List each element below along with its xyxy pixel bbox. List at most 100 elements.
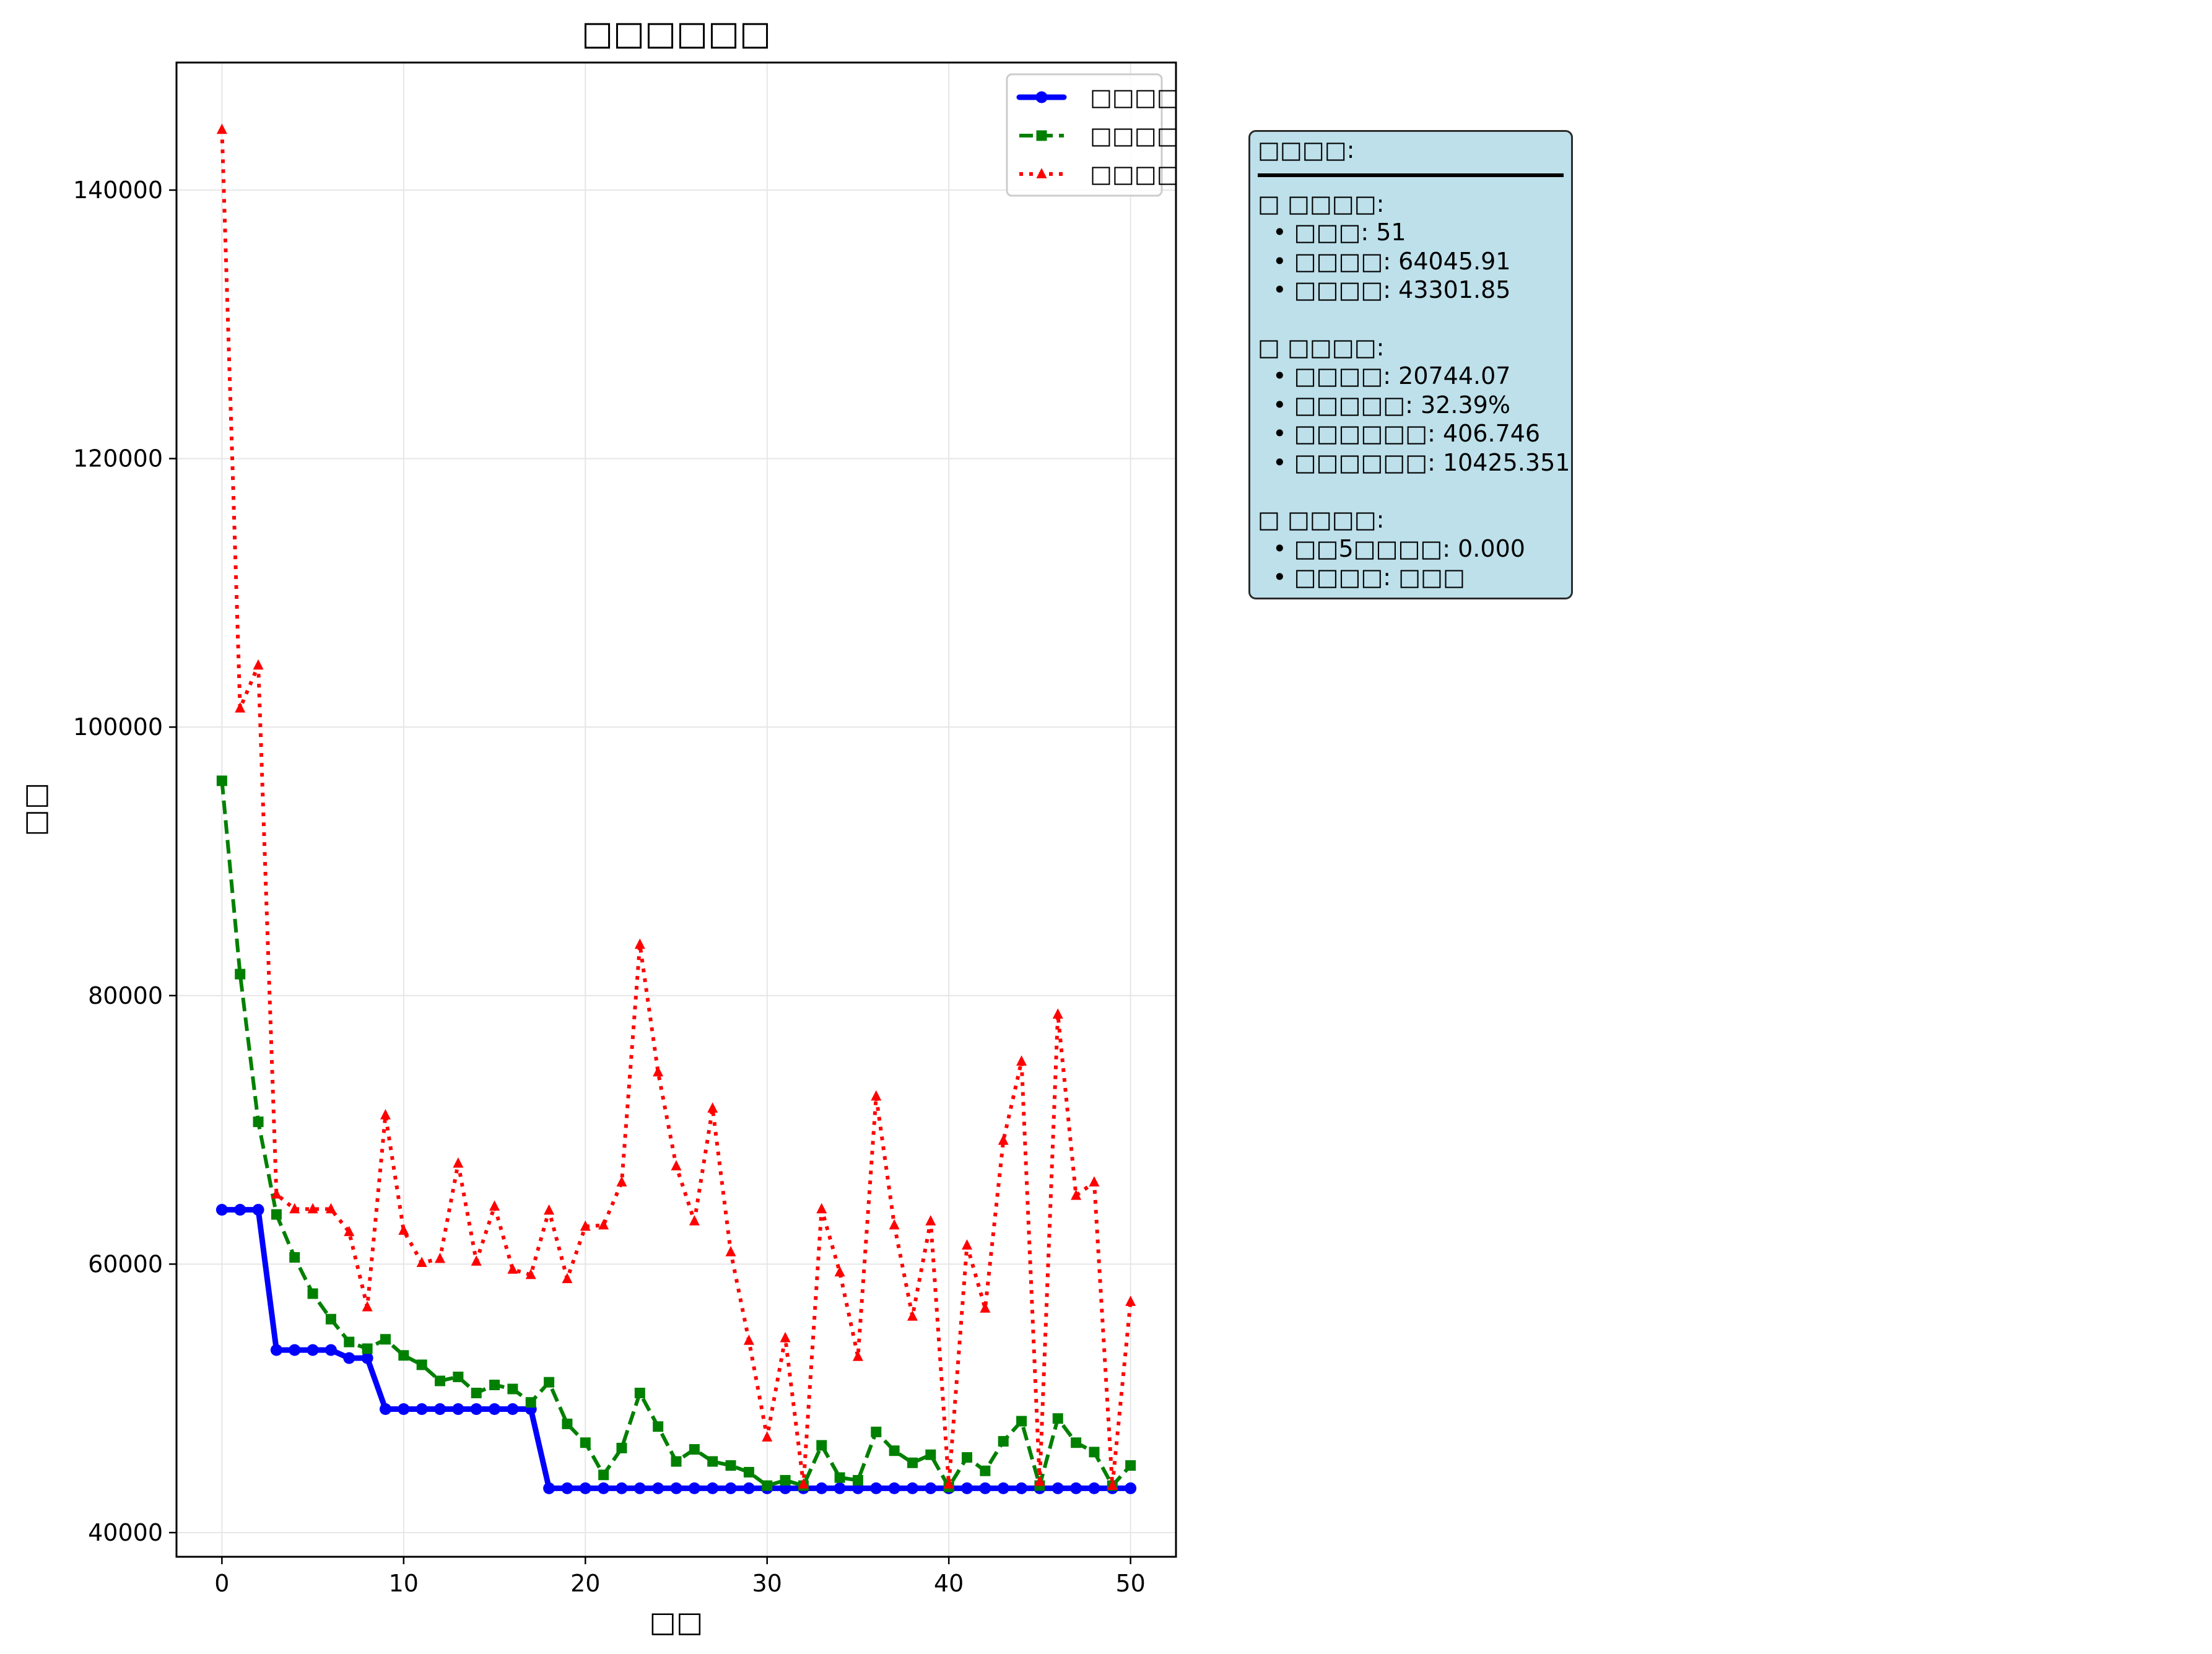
info-title: □□□□:: [1258, 136, 1355, 163]
data-point: [471, 1388, 482, 1399]
data-point: [816, 1482, 828, 1494]
data-point: [435, 1375, 446, 1386]
data-point: [1016, 1416, 1027, 1427]
stats-info-box: □□□□: □ □□□□: • □□□: 51 • □□□□: 64045.91…: [1248, 130, 1573, 599]
data-point: [871, 1426, 882, 1437]
data-point: [707, 1102, 718, 1113]
data-point: [325, 1203, 336, 1214]
data-point: [652, 1482, 664, 1494]
data-point: [307, 1344, 319, 1356]
data-point: [1035, 91, 1048, 103]
data-point: [816, 1203, 827, 1214]
data-point: [671, 1456, 682, 1467]
data-point: [670, 1482, 682, 1494]
data-point: [361, 1352, 373, 1364]
data-point: [489, 1403, 501, 1416]
data-point: [234, 1204, 246, 1216]
info-item: • □□5□□□□: 0.000: [1258, 534, 1525, 562]
legend-frame: [1006, 73, 1163, 197]
data-point: [289, 1344, 301, 1356]
data-point: [653, 1421, 664, 1432]
data-point: [816, 1440, 827, 1451]
data-point: [1052, 1482, 1064, 1494]
data-point: [997, 1482, 1009, 1494]
grid: [176, 63, 1176, 1557]
data-point: [507, 1263, 518, 1274]
series-group: [216, 123, 1137, 1494]
data-point: [634, 1482, 646, 1494]
x-tick-label: 50: [1115, 1570, 1145, 1597]
data-point: [507, 1383, 518, 1395]
data-point: [888, 1482, 900, 1494]
data-point: [525, 1268, 536, 1279]
y-axis-label: □□: [18, 783, 51, 837]
chart-title: □□□□□□: [581, 14, 771, 53]
data-point: [834, 1472, 845, 1483]
info-item: • □□□□: □□□: [1258, 564, 1465, 591]
data-point: [562, 1273, 573, 1284]
data-point: [544, 1377, 555, 1388]
info-item: • □□□□: 20744.07: [1258, 362, 1511, 390]
x-axis-label: □□: [650, 1605, 703, 1639]
data-point: [362, 1343, 373, 1354]
data-point: [925, 1215, 936, 1225]
data-point: [980, 1302, 991, 1313]
data-point: [707, 1482, 719, 1494]
data-point: [616, 1482, 628, 1494]
data-point: [1016, 1055, 1027, 1066]
x-tick-label: 10: [389, 1570, 419, 1597]
data-point: [362, 1300, 373, 1312]
x-tick-label: 30: [752, 1570, 782, 1597]
plot-frame: [175, 61, 1177, 1558]
data-point: [453, 1157, 464, 1168]
data-point: [688, 1482, 700, 1494]
info-section-header: □ □□□□:: [1258, 333, 1385, 361]
data-point: [925, 1449, 936, 1460]
data-point: [544, 1204, 555, 1215]
data-point: [634, 1388, 645, 1399]
data-point: [852, 1474, 863, 1486]
data-point: [253, 1116, 264, 1128]
data-point: [616, 1442, 627, 1453]
data-point: [925, 1482, 937, 1494]
info-section-header: □ □□□□:: [1258, 506, 1385, 533]
data-point: [253, 659, 264, 670]
data-point: [1071, 1437, 1082, 1448]
data-point: [271, 1209, 282, 1220]
info-section-header: □ □□□□:: [1258, 189, 1385, 217]
data-point: [743, 1466, 754, 1478]
data-point: [398, 1224, 409, 1235]
data-point: [889, 1219, 900, 1230]
series-square: [216, 775, 1136, 1492]
series-triangle: [216, 123, 1136, 1490]
data-point: [270, 1344, 282, 1356]
data-point: [307, 1288, 318, 1299]
data-point: [598, 1482, 610, 1494]
data-point: [453, 1371, 464, 1382]
data-point: [798, 1478, 809, 1489]
data-point: [1125, 1460, 1136, 1471]
data-point: [344, 1336, 355, 1347]
data-point: [1036, 168, 1047, 178]
data-point: [871, 1090, 882, 1101]
data-point: [743, 1334, 754, 1345]
data-point: [380, 1108, 391, 1120]
data-point: [1052, 1008, 1063, 1019]
data-point: [489, 1379, 500, 1390]
data-point: [525, 1397, 536, 1408]
data-point: [689, 1215, 700, 1225]
x-tick-label: 0: [214, 1570, 229, 1597]
data-point: [398, 1350, 409, 1361]
data-point: [742, 1482, 755, 1494]
data-point: [416, 1256, 427, 1268]
data-point: [1125, 1482, 1137, 1494]
data-point: [598, 1469, 609, 1481]
data-point: [689, 1444, 700, 1455]
data-point: [998, 1436, 1009, 1447]
y-tick-label: 80000: [88, 982, 163, 1009]
data-point: [489, 1200, 500, 1211]
data-point: [1034, 1475, 1045, 1486]
data-point: [271, 1188, 282, 1199]
data-point: [216, 1204, 228, 1216]
